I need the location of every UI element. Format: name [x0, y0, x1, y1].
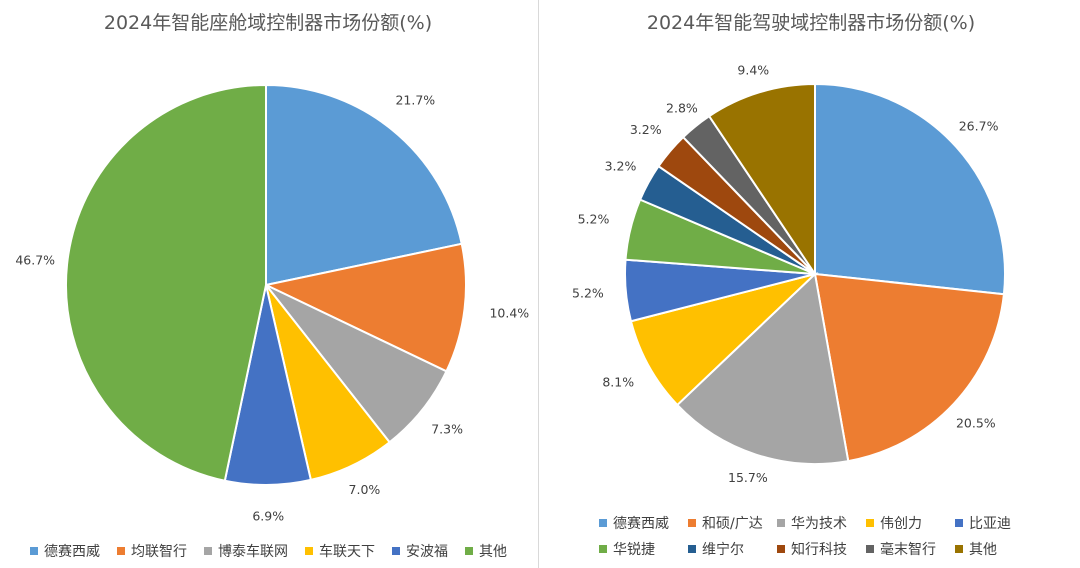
- cockpit-legend-swatch: [305, 547, 313, 555]
- adas-legend-item: 知行科技: [777, 539, 866, 559]
- cockpit-legend-label: 博泰车联网: [218, 544, 288, 560]
- adas-legend-swatch: [955, 519, 963, 527]
- adas-data-label-6: 3.2%: [605, 159, 637, 174]
- adas-chart-panel: 2024年智能驾驶域控制器市场份额(%) 26.7% 20.5% 15.7% 8.1%…: [542, 0, 1080, 568]
- cockpit-legend-swatch: [30, 547, 38, 555]
- adas-slice-9: [707, 82, 816, 278]
- adas-data-label-5: 5.2%: [578, 212, 610, 227]
- adas-legend: 德赛西威 和硕/广达 华为技术 伟创力 比亚迪华锐捷 维宁尔 知行科技 毫末智行 其他: [599, 510, 1044, 562]
- cockpit-data-label-1: 10.4%: [489, 306, 529, 321]
- adas-legend-label: 维宁尔: [702, 542, 744, 558]
- adas-legend-label: 华锐捷: [613, 542, 655, 558]
- adas-legend-swatch: [599, 545, 607, 553]
- adas-legend-label: 德赛西威: [613, 516, 669, 532]
- adas-data-label-4: 5.2%: [572, 286, 604, 301]
- adas-legend-item: 毫末智行: [866, 539, 955, 559]
- cockpit-slice-5: [65, 83, 267, 482]
- cockpit-legend-item: 博泰车联网: [204, 541, 288, 561]
- adas-legend-label: 其他: [969, 542, 997, 558]
- cockpit-legend-swatch: [117, 547, 125, 555]
- adas-legend-swatch: [866, 545, 874, 553]
- adas-legend-label: 毫末智行: [880, 542, 936, 558]
- adas-legend-row: 德赛西威 和硕/广达 华为技术 伟创力 比亚迪: [599, 510, 1044, 536]
- cockpit-legend-label: 车联天下: [319, 544, 375, 560]
- adas-legend-row: 华锐捷 维宁尔 知行科技 毫末智行 其他: [599, 536, 1044, 562]
- cockpit-legend: 德赛西威 均联智行 博泰车联网 车联天下 安波福 其他: [30, 538, 524, 564]
- adas-legend-item: 比亚迪: [955, 513, 1044, 533]
- adas-legend-swatch: [599, 519, 607, 527]
- cockpit-chart-title: 2024年智能座舱域控制器市场份额(%): [103, 12, 433, 34]
- cockpit-legend-label: 德赛西威: [44, 544, 100, 560]
- adas-slice-0: [814, 82, 1006, 296]
- adas-slice-2: [675, 271, 850, 466]
- adas-chart-title: 2024年智能驾驶域控制器市场份额(%): [646, 12, 976, 34]
- adas-legend-label: 伟创力: [880, 516, 922, 532]
- cockpit-legend-swatch: [204, 547, 212, 555]
- adas-data-label-7: 3.2%: [630, 122, 662, 137]
- adas-legend-swatch: [777, 545, 785, 553]
- cockpit-legend-row: 德赛西威 均联智行 博泰车联网 车联天下 安波福 其他: [30, 538, 524, 564]
- cockpit-legend-swatch: [392, 547, 400, 555]
- cockpit-legend-label: 其他: [479, 544, 507, 560]
- cockpit-legend-swatch: [465, 547, 473, 555]
- adas-pie-chart: 26.7% 20.5% 15.7% 8.1% 5.2% 5.2% 3.2% 3.2% 2.8% 9…: [572, 63, 1006, 485]
- cockpit-data-label-0: 21.7%: [395, 93, 435, 108]
- adas-legend-swatch: [955, 545, 963, 553]
- adas-data-label-9: 9.4%: [737, 63, 769, 78]
- adas-legend-item: 其他: [955, 539, 1044, 559]
- adas-legend-item: 伟创力: [866, 513, 955, 533]
- panel-divider: [538, 0, 539, 568]
- adas-legend-swatch: [866, 519, 874, 527]
- adas-data-label-0: 26.7%: [959, 119, 999, 134]
- adas-legend-label: 比亚迪: [969, 516, 1011, 532]
- adas-data-label-8: 2.8%: [666, 101, 698, 116]
- cockpit-legend-item: 车联天下: [305, 541, 375, 561]
- adas-slice-1: [813, 272, 1006, 463]
- adas-legend-swatch: [688, 519, 696, 527]
- adas-legend-item: 德赛西威: [599, 513, 688, 533]
- cockpit-data-label-2: 7.3%: [431, 422, 463, 437]
- cockpit-legend-item: 安波福: [392, 541, 448, 561]
- adas-legend-swatch: [688, 545, 696, 553]
- adas-legend-swatch: [777, 519, 785, 527]
- adas-legend-label: 和硕/广达: [702, 516, 763, 532]
- adas-legend-item: 华为技术: [777, 513, 866, 533]
- adas-legend-item: 和硕/广达: [688, 513, 777, 533]
- cockpit-slice-1: [262, 242, 467, 373]
- cockpit-legend-item: 均联智行: [117, 541, 187, 561]
- cockpit-legend-label: 安波福: [406, 544, 448, 560]
- cockpit-legend-label: 均联智行: [131, 544, 187, 560]
- adas-data-label-2: 15.7%: [728, 470, 768, 485]
- adas-slice-3: [629, 272, 819, 407]
- adas-legend-label: 知行科技: [791, 542, 847, 558]
- adas-legend-item: 华锐捷: [599, 539, 688, 559]
- adas-legend-label: 华为技术: [791, 516, 847, 532]
- cockpit-slice-0: [265, 83, 463, 287]
- cockpit-legend-item: 德赛西威: [30, 541, 100, 561]
- cockpit-data-label-3: 7.0%: [349, 482, 381, 497]
- cockpit-pie-chart: 21.7% 10.4% 7.3% 7.0% 6.9% 46.7%: [15, 83, 529, 524]
- adas-data-label-3: 8.1%: [602, 375, 634, 390]
- cockpit-legend-item: 其他: [465, 541, 507, 561]
- cockpit-data-label-4: 6.9%: [252, 509, 284, 524]
- cockpit-chart-panel: 2024年智能座舱域控制器市场份额(%) 21.7% 10.4% 7.3% 7.0% 6…: [0, 0, 536, 568]
- adas-data-label-1: 20.5%: [956, 416, 996, 431]
- adas-legend-item: 维宁尔: [688, 539, 777, 559]
- cockpit-data-label-5: 46.7%: [15, 253, 55, 268]
